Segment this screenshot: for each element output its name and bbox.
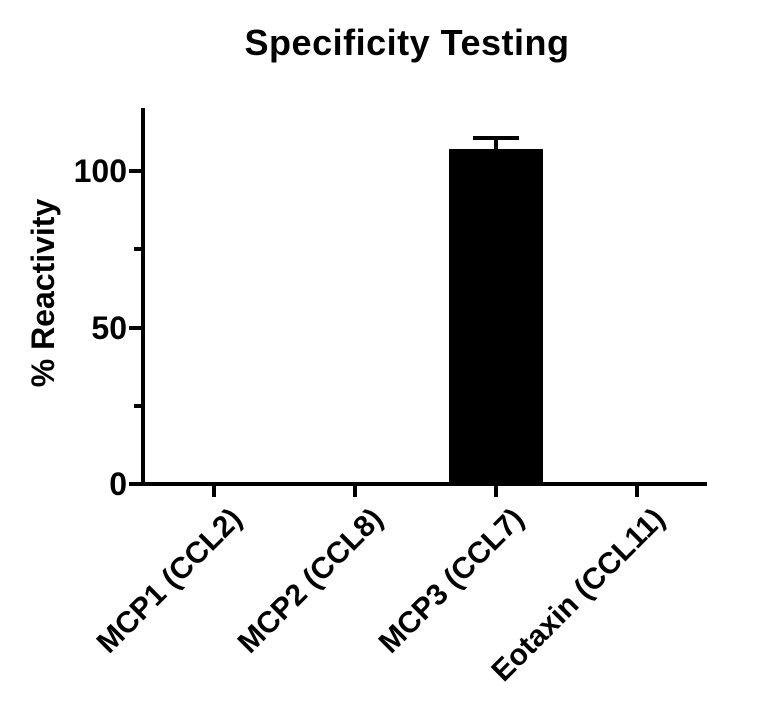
x-axis-tick [493, 486, 498, 497]
y-tick-label: 50 [91, 309, 127, 346]
error-bar-cap [472, 136, 519, 141]
x-axis-tick [211, 486, 216, 497]
bar [448, 149, 543, 482]
x-tick-label: MCP3 (CCL7) [373, 502, 531, 660]
x-axis-line [141, 482, 707, 486]
y-tick-label: 0 [109, 466, 127, 502]
y-axis-major-tick [129, 482, 141, 486]
x-tick-label: MCP2 (CCL8) [232, 502, 390, 660]
y-axis-major-tick [129, 325, 141, 330]
x-axis-tick [634, 486, 639, 497]
x-axis-tick [352, 486, 357, 497]
error-bar-stem [493, 138, 498, 154]
chart-title: Specificity Testing [244, 22, 570, 63]
y-axis-line [141, 108, 145, 486]
y-tick-label: 100 [73, 153, 127, 189]
y-axis-minor-tick [134, 247, 141, 252]
y-axis-minor-tick [134, 403, 141, 408]
x-tick-label: MCP1 (CCL2) [91, 502, 249, 660]
y-axis-major-tick [129, 169, 141, 173]
